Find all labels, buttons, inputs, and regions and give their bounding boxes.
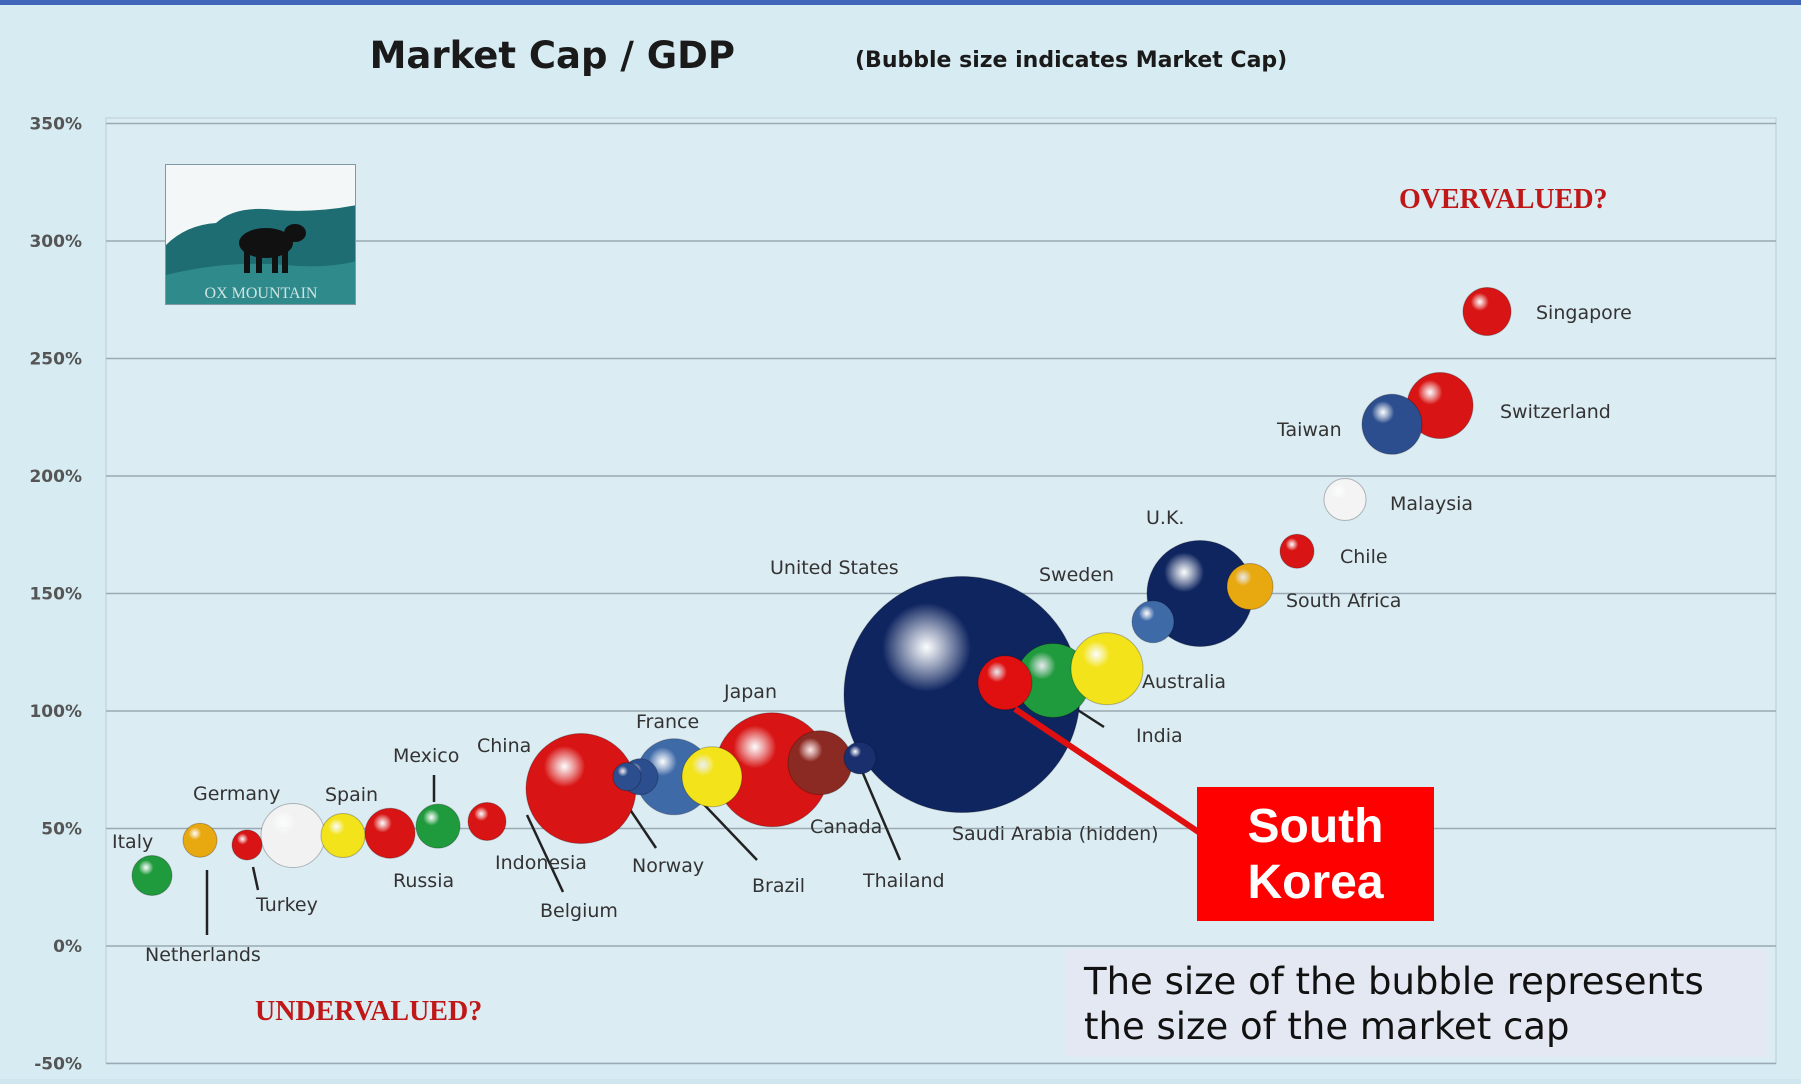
y-tick-label: 150% [29,585,82,605]
bubble [843,741,877,775]
south-korea-arrow [1013,706,1202,836]
leader-line [525,814,565,893]
bubble-label: Chile [1340,546,1388,568]
bubble-label: Malaysia [1390,493,1473,515]
bubble [1323,478,1367,521]
bubble [364,807,416,859]
y-tick-label: -50% [34,1055,82,1075]
bubble [612,762,642,792]
y-tick-label: 0% [53,937,82,957]
overvalued-label: OVERVALUED? [1399,184,1608,215]
chart-title: Market Cap / GDP [370,34,735,77]
y-tick-label: 250% [29,350,82,370]
bubble-label: Saudi Arabia (hidden) [952,823,1159,845]
bubble [1226,562,1274,610]
bubble-label: Japan [723,681,777,703]
bubbles [131,287,1512,896]
bubble-label: China [477,735,531,757]
leader-line [625,804,658,849]
leader-line [251,866,260,891]
south-korea-callout: South Korea [1197,787,1434,921]
bubble [1462,287,1512,336]
bubble [681,746,743,808]
bubble-label: France [636,711,699,733]
bubble [1279,533,1315,569]
y-axis-ticks: 350% 300% 250% 200% 150% 100% 50% 0% -50% [29,115,82,1075]
bubble-label: Netherlands [145,944,261,966]
y-tick-label: 300% [29,232,82,252]
bubble-label: Russia [393,870,454,892]
y-tick-label: 50% [41,820,82,840]
bubble-label: Italy [112,831,153,853]
callout-line-2: Korea [1247,856,1384,909]
bubble [1070,632,1144,706]
bubble [182,822,218,858]
bubble-label: Turkey [255,894,318,916]
bubble-label: Indonesia [495,852,587,874]
bubble-label: India [1136,725,1183,747]
bubble-label: Switzerland [1500,401,1611,423]
bubble-labels: Italy Netherlands Turkey Germany Spain Russia… [112,302,1632,966]
bubble [1131,600,1175,644]
bubble-label: Belgium [540,900,618,922]
ox-mountain-logo: OX MOUNTAIN [165,164,356,305]
bubble-label: Singapore [1536,302,1632,324]
bubble-label: Brazil [752,875,805,897]
bubble-label: South Africa [1286,590,1401,612]
y-tick-label: 350% [29,115,82,135]
bubble-label: U.K. [1146,507,1184,529]
bubble [260,803,326,869]
bubble-label: Norway [632,855,704,877]
y-tick-label: 200% [29,467,82,487]
bubble [977,655,1033,711]
bubble-label: Germany [193,783,280,805]
bubble-label: Spain [325,784,378,806]
undervalued-label: UNDERVALUED? [255,996,482,1027]
bubble-size-note: The size of the bubble represents the si… [1066,949,1768,1057]
y-tick-label: 100% [29,702,82,722]
bubble-label: Thailand [862,870,945,892]
logo-text: OX MOUNTAIN [205,285,318,302]
bubble [320,813,366,859]
callout-line-1: South [1247,800,1384,853]
bubble [467,801,507,841]
chart-subtitle: (Bubble size indicates Market Cap) [855,48,1287,73]
bubble [131,855,173,896]
bubble-label: United States [770,557,899,579]
bubble-label: Mexico [393,745,459,767]
bubble [415,803,461,849]
bubble-label: Taiwan [1276,419,1342,441]
bubble [787,730,853,796]
bubble [1361,393,1423,455]
bubble [231,829,263,861]
bubble-label: Sweden [1039,564,1114,586]
leader-line [854,756,902,861]
bubble-label: Australia [1142,671,1226,693]
bubble-chart: 350% 300% 250% 200% 150% 100% 50% 0% -50% Market… [29,34,1777,1075]
bubble-label: Canada [810,816,882,838]
